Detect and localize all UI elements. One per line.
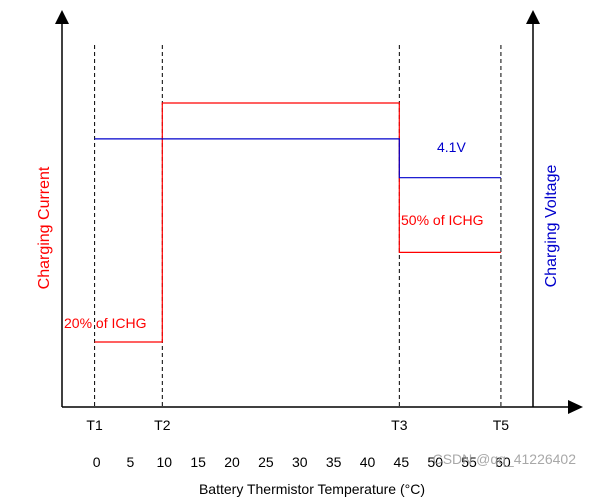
left-y-axis-arrow — [55, 10, 69, 24]
watermark: CSDN @qq_41226402 — [433, 451, 577, 467]
x-tick-label: 25 — [258, 454, 274, 470]
right-axis-title: Charging Voltage — [543, 165, 560, 288]
x-tick-label: 55 — [461, 454, 477, 470]
x-tick-labels: 0 5 10 15 20 25 30 35 40 45 50 55 60 — [93, 454, 511, 470]
x-axis-title: Battery Thermistor Temperature (°C) — [199, 481, 425, 497]
x-tick-label: 10 — [157, 454, 173, 470]
x-tick-label: 15 — [190, 454, 206, 470]
x-tick-label: 40 — [360, 454, 376, 470]
x-tick-label: 30 — [292, 454, 308, 470]
left-axis-title: Charging Current — [36, 166, 53, 289]
threshold-label-t1: T1 — [86, 417, 103, 433]
threshold-layer: T1 T2 T3 T5 — [86, 45, 509, 433]
threshold-label-t5: T5 — [493, 417, 510, 433]
charging-voltage-line — [94, 138, 501, 179]
right-y-axis-arrow — [526, 10, 540, 24]
x-tick-label: 20 — [224, 454, 240, 470]
x-tick-label: 35 — [326, 454, 342, 470]
x-axis-arrow — [568, 400, 583, 414]
annotation-4-1v: 4.1V — [437, 139, 466, 155]
x-tick-label: 0 — [93, 454, 101, 470]
series-layer — [94, 102, 501, 343]
x-tick-label: 45 — [394, 454, 410, 470]
x-tick-label: 60 — [495, 454, 511, 470]
x-tick-label: 5 — [127, 454, 135, 470]
x-tick-label: 50 — [427, 454, 443, 470]
annotation-50pct-ichg: 50% of ICHG — [401, 212, 483, 228]
annotation-20pct-ichg: 20% of ICHG — [64, 315, 146, 331]
charging-current-line — [94, 102, 501, 343]
threshold-label-t2: T2 — [154, 417, 171, 433]
threshold-label-t3: T3 — [391, 417, 408, 433]
